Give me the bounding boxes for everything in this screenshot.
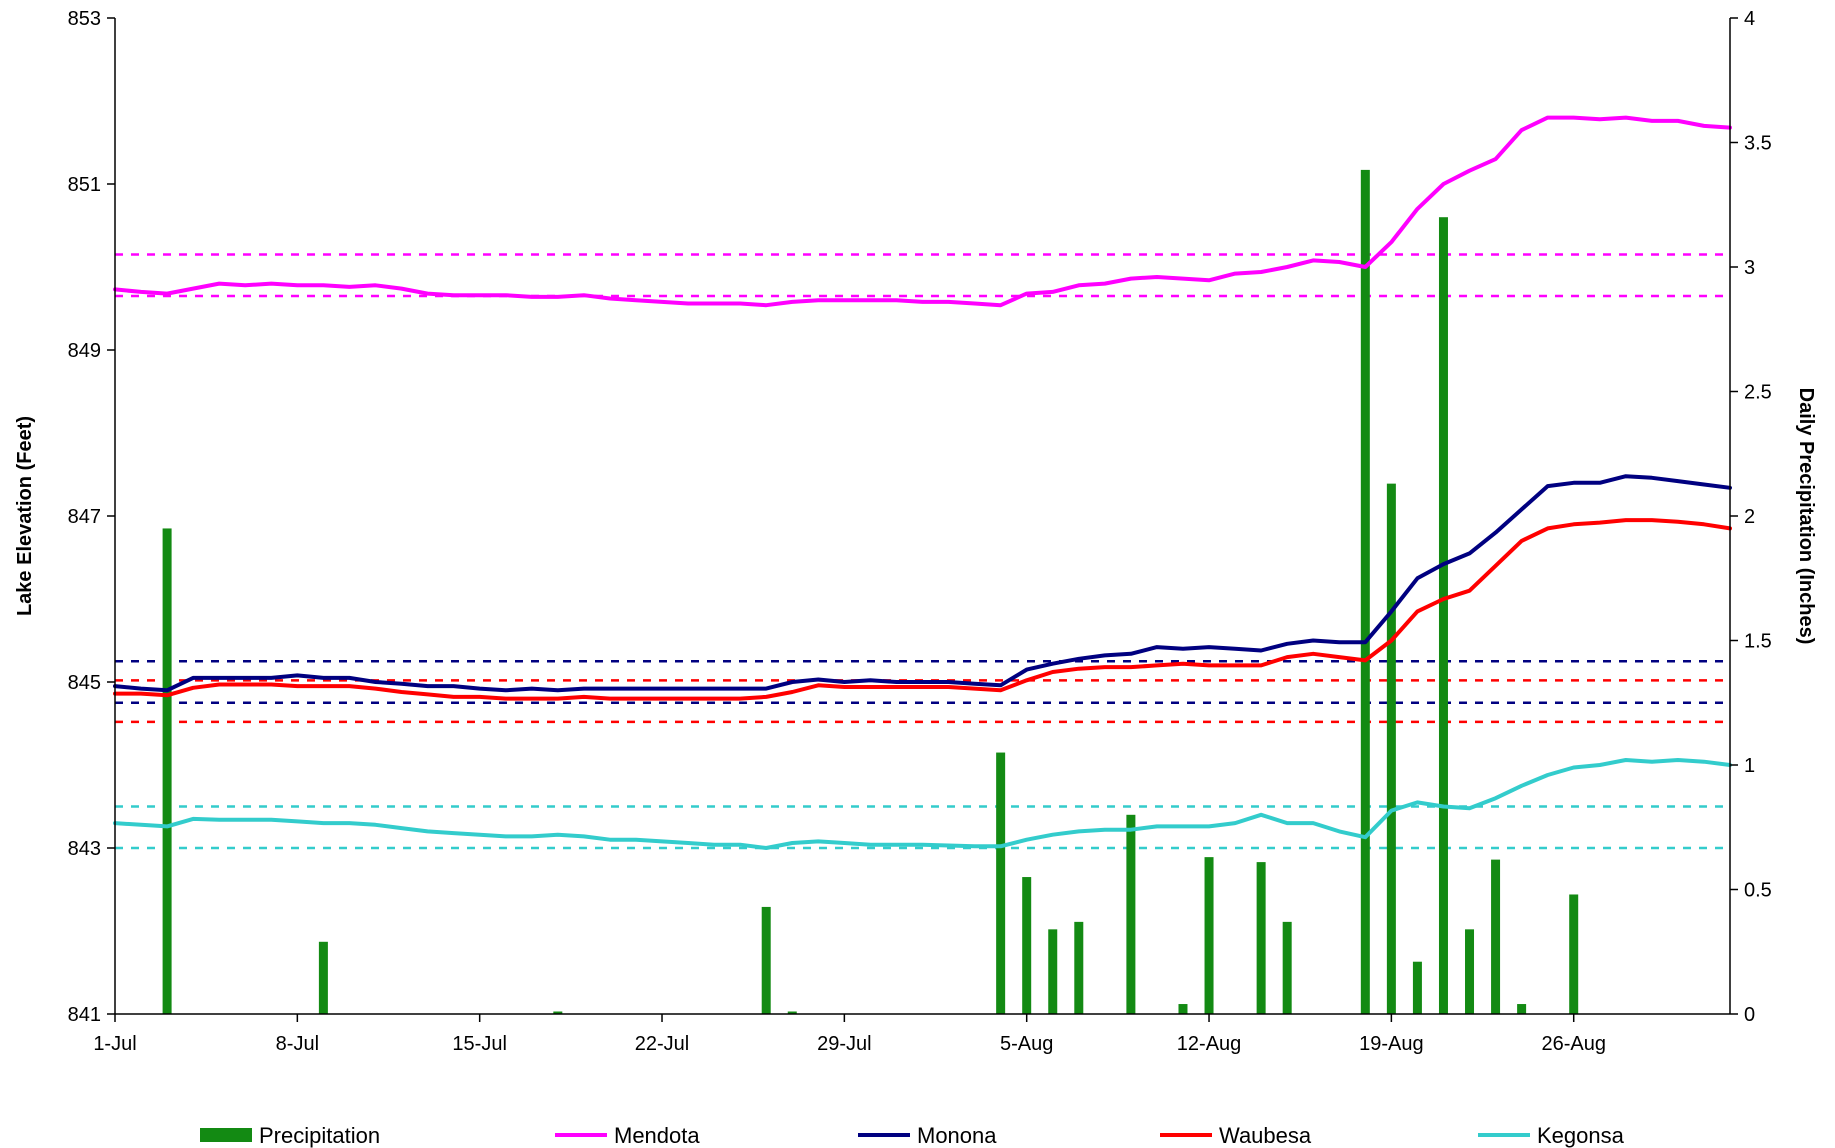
- right-tick-label: 4: [1744, 8, 1755, 30]
- x-tick-label: 1-Jul: [93, 1033, 136, 1055]
- left-axis-title: Lake Elevation (Feet): [14, 416, 36, 616]
- legend-label-mendota: Mendota: [614, 1123, 700, 1148]
- series-line-mendota: [113, 115, 1732, 308]
- precipitation-bar: [162, 528, 172, 1014]
- right-axis-title: Daily Precipitation (Inches): [1795, 388, 1817, 645]
- legend-label-monona: Monona: [917, 1123, 997, 1148]
- series-line-waubesa: [113, 518, 1732, 701]
- right-axis-ticks: 0 0.5 1 1.5 2 2.5 3 3.5 4: [1730, 8, 1772, 1026]
- precipitation-bar: [1360, 169, 1370, 1014]
- precipitation-bar: [1074, 921, 1084, 1014]
- precipitation-bar: [1204, 857, 1214, 1014]
- precipitation-bar: [996, 752, 1006, 1014]
- legend-label-waubesa: Waubesa: [1219, 1123, 1312, 1148]
- right-tick-label: 2: [1744, 506, 1755, 528]
- series-line-monona: [113, 474, 1732, 693]
- precipitation-bar: [1282, 921, 1292, 1014]
- x-tick-label: 29-Jul: [817, 1033, 871, 1055]
- precipitation-bar: [1438, 217, 1448, 1014]
- precipitation-bar: [1569, 894, 1579, 1014]
- left-tick-label: 853: [68, 8, 101, 30]
- x-tick-label: 12-Aug: [1177, 1033, 1242, 1055]
- x-tick-label: 22-Jul: [635, 1033, 689, 1055]
- x-axis-ticks: 1-Jul 8-Jul 15-Jul 22-Jul 29-Jul 5-Aug 12-Aug 1…: [93, 1014, 1606, 1055]
- right-tick-label: 0.5: [1744, 880, 1772, 902]
- left-tick-label: 843: [68, 838, 101, 860]
- right-tick-label: 3.5: [1744, 133, 1772, 155]
- x-tick-label: 5-Aug: [1000, 1033, 1053, 1055]
- precipitation-bars: [162, 169, 1579, 1014]
- precipitation-bar: [1256, 862, 1266, 1014]
- precipitation-bar: [1126, 814, 1136, 1014]
- right-tick-label: 1: [1744, 755, 1755, 777]
- x-tick-label: 15-Jul: [452, 1033, 506, 1055]
- x-tick-label: 8-Jul: [276, 1033, 319, 1055]
- x-tick-label: 26-Aug: [1541, 1033, 1606, 1055]
- precipitation-bar: [787, 1011, 797, 1014]
- legend-label-precipitation: Precipitation: [259, 1123, 380, 1148]
- right-tick-label: 2.5: [1744, 382, 1772, 404]
- precipitation-bar: [1491, 859, 1501, 1014]
- left-tick-label: 841: [68, 1004, 101, 1026]
- precipitation-bar: [1386, 483, 1396, 1014]
- series-line-kegonsa: [113, 758, 1732, 850]
- precipitation-bar: [1412, 961, 1422, 1014]
- left-tick-label: 845: [68, 672, 101, 694]
- precipitation-bar: [553, 1011, 563, 1014]
- right-tick-label: 0: [1744, 1004, 1755, 1026]
- left-tick-label: 847: [68, 506, 101, 528]
- precipitation-bar: [1048, 929, 1058, 1014]
- x-tick-label: 19-Aug: [1359, 1033, 1424, 1055]
- legend: Precipitation Mendota Monona Waubesa Kegonsa: [200, 1123, 1625, 1148]
- legend-swatch-precipitation: [200, 1128, 252, 1142]
- lake-level-lines: [113, 115, 1732, 850]
- right-tick-label: 1.5: [1744, 631, 1772, 653]
- precipitation-bar: [1517, 1004, 1527, 1014]
- precipitation-bar: [1022, 877, 1032, 1014]
- precipitation-bar: [318, 941, 328, 1014]
- precipitation-bar: [1178, 1004, 1188, 1014]
- precipitation-bar: [761, 906, 771, 1014]
- right-tick-label: 3: [1744, 257, 1755, 279]
- left-axis-ticks: 841 843 845 847 849 851 853: [68, 8, 115, 1026]
- precipitation-bar: [1465, 929, 1475, 1014]
- left-tick-label: 849: [68, 340, 101, 362]
- left-tick-label: 851: [68, 174, 101, 196]
- legend-label-kegonsa: Kegonsa: [1537, 1123, 1625, 1148]
